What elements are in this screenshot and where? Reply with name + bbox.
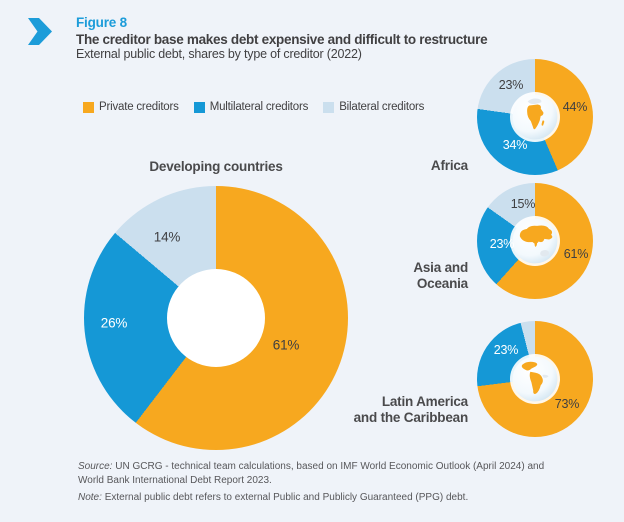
chevron-arrow-icon — [28, 18, 52, 45]
chart-title-developing-countries: Developing countries — [149, 159, 283, 174]
legend-swatch-private — [83, 101, 94, 113]
legend-label-bilateral: Bilateral creditors — [339, 101, 425, 113]
globe-americas-icon — [510, 354, 560, 404]
slice-label-bilateral: 15% — [510, 197, 536, 211]
note: Note: External public debt refers to ext… — [78, 491, 578, 505]
figure-footnotes: Source: UN GCRG - technical team calcula… — [78, 460, 578, 505]
figure-subtitle: External public debt, shares by type of … — [76, 47, 362, 61]
pie-chart-asia-oceania: 15% 23% 61% — [477, 183, 593, 299]
figure-title: The creditor base makes debt expensive a… — [76, 32, 488, 47]
chart-title-latin-america-caribbean: Latin America and the Caribbean — [353, 394, 469, 426]
slice-label-private: 44% — [562, 100, 588, 114]
chart-title-line: Latin America — [381, 394, 468, 409]
chart-title-africa: Africa — [430, 158, 468, 173]
legend-item-multilateral: Multilateral creditors — [193, 101, 309, 113]
slice-label-multilateral: 23% — [489, 237, 515, 251]
source-note: Source: UN GCRG - technical team calcula… — [78, 460, 578, 487]
legend-swatch-bilateral — [323, 101, 335, 113]
source-text-line1: UN GCRG - technical team calculations, b… — [115, 461, 545, 472]
slice-label-private: 73% — [554, 397, 580, 411]
globe-africa-icon — [510, 92, 560, 142]
pie-chart-africa: 23% 44% 34% — [477, 59, 593, 175]
figure-number: Figure 8 — [76, 15, 127, 30]
legend: Private creditors Multilateral creditors… — [83, 101, 424, 113]
slice-label-multilateral: 23% — [493, 343, 519, 357]
legend-item-private: Private creditors — [83, 101, 179, 113]
legend-label-multilateral: Multilateral creditors — [209, 101, 309, 113]
pie-chart-latin-america-caribbean: 23% 73% — [477, 321, 593, 437]
slice-label-multilateral: 26% — [100, 315, 128, 331]
slice-label-bilateral: 14% — [153, 229, 181, 245]
slice-label-bilateral: 23% — [498, 78, 524, 92]
chart-title-line: Oceania — [416, 276, 468, 291]
globe-asia-oceania-icon — [510, 216, 560, 266]
slice-label-private: 61% — [563, 247, 589, 261]
slice-label-multilateral: 34% — [502, 138, 528, 152]
legend-item-bilateral: Bilateral creditors — [323, 101, 424, 113]
chart-title-line: Asia and — [413, 260, 468, 275]
legend-label-private: Private creditors — [99, 101, 179, 113]
source-text-line2: World Bank International Debt Report 202… — [78, 474, 272, 486]
donut-hole — [167, 269, 265, 367]
note-text: External public debt refers to external … — [104, 492, 469, 503]
note-prefix: Note: — [78, 492, 102, 503]
legend-swatch-multilateral — [193, 101, 205, 113]
chart-title-line: and the Caribbean — [353, 410, 469, 425]
donut-chart-developing-countries: 61% 26% 14% — [84, 186, 348, 450]
slice-label-private: 61% — [272, 337, 300, 353]
source-prefix: Source: — [78, 461, 113, 472]
chart-title-asia-oceania: Asia and Oceania — [413, 260, 468, 292]
